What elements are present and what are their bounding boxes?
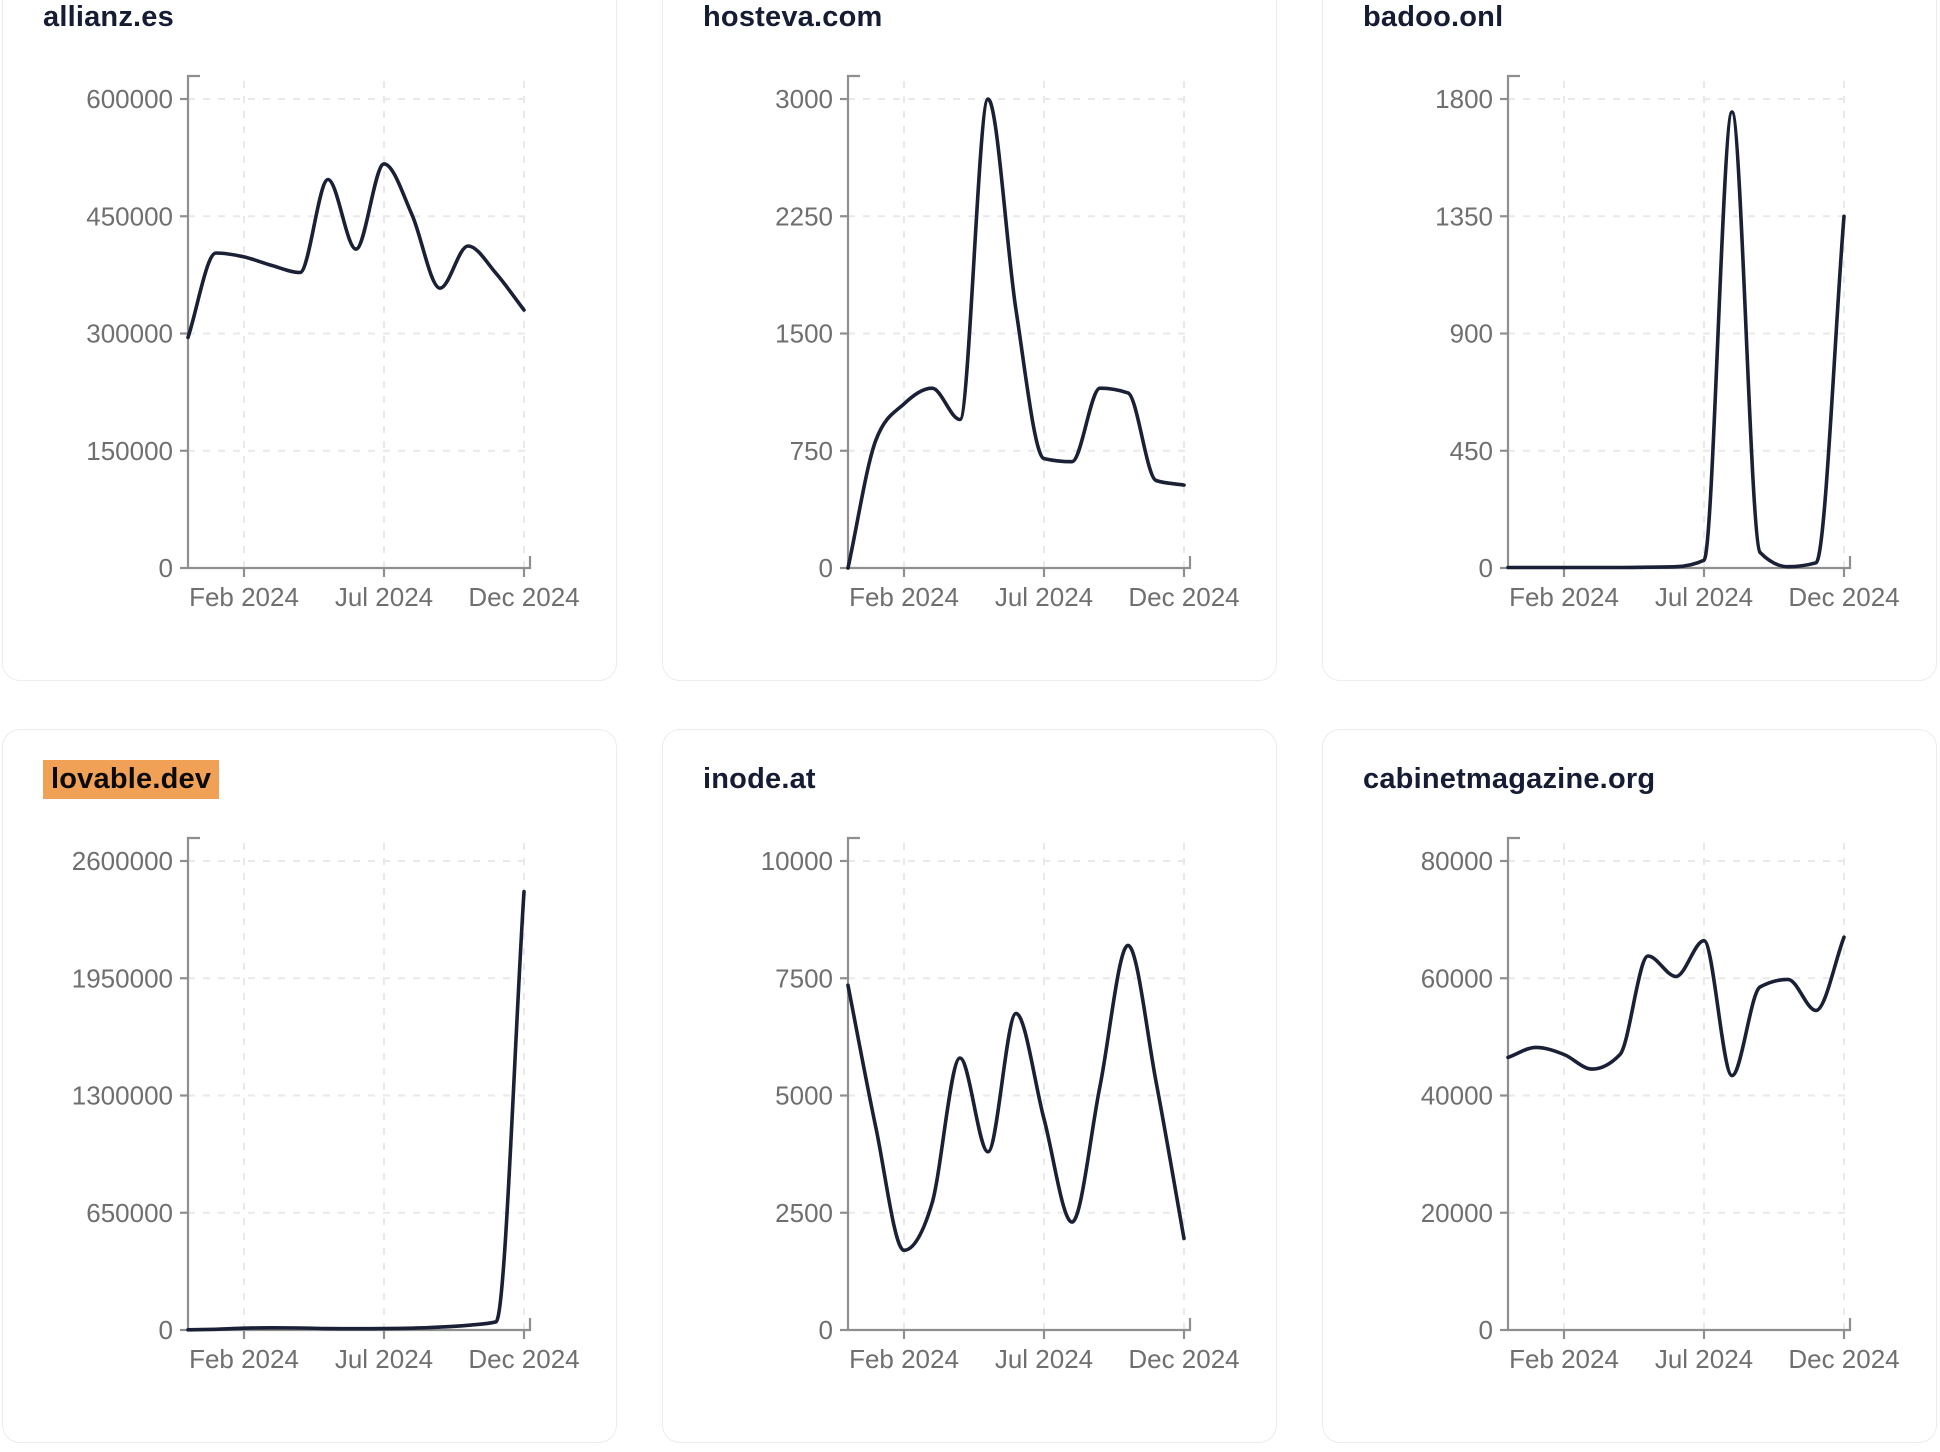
y-tick-label: 3000 xyxy=(775,84,833,114)
tick-labels: 3000 2250 1500 750 0 Feb 2024 Jul 2024 Dec 2024 xyxy=(775,84,1240,612)
highlighted-chart-title: lovable.dev xyxy=(43,760,220,799)
series-line xyxy=(186,889,526,1332)
chart-card: hosteva.com 3000 2250 1500 750 0 Feb 2024 Jul 2… xyxy=(662,0,1277,681)
chart-title: allianz.es xyxy=(43,1,174,33)
axis-domain xyxy=(1506,836,1852,1332)
y-tick-label: 0 xyxy=(819,553,833,583)
y-tick-label: 0 xyxy=(1479,1315,1493,1345)
chart-card: allianz.es 600000 450000 300000 150000 0 Feb 2… xyxy=(2,0,617,681)
x-tick-label: Feb 2024 xyxy=(1509,582,1619,612)
line-chart: 3000 2250 1500 750 0 Feb 2024 Jul 2024 Dec 2024 xyxy=(775,74,1240,612)
y-tick-label: 1800 xyxy=(1435,84,1493,114)
line-chart: 80000 60000 40000 20000 0 Feb 2024 Jul 2024 Dec… xyxy=(1421,836,1900,1374)
x-tick-label: Dec 2024 xyxy=(468,1344,579,1374)
x-tick-label: Feb 2024 xyxy=(849,582,959,612)
tick-labels: 600000 450000 300000 150000 0 Feb 2024 Jul 202… xyxy=(86,84,579,612)
chart-card: cabinetmagazine.org 80000 60000 40000 20000 0… xyxy=(1322,729,1937,1443)
chart-title: hosteva.com xyxy=(703,1,883,33)
tick-labels: 1800 1350 900 450 0 Feb 2024 Jul 2024 Dec 2024 xyxy=(1435,84,1900,612)
axes xyxy=(1500,74,1852,577)
y-tick-label: 150000 xyxy=(86,436,173,466)
y-tick-label: 650000 xyxy=(86,1198,173,1228)
y-tick-label: 450 xyxy=(1450,436,1493,466)
axis-domain xyxy=(846,836,1192,1332)
chart-title: inode.at xyxy=(703,763,816,795)
y-tick-label: 2600000 xyxy=(72,846,173,876)
y-tick-label: 0 xyxy=(159,1315,173,1345)
chart-title: lovable.dev xyxy=(43,760,616,799)
axes xyxy=(180,836,532,1339)
y-tick-label: 900 xyxy=(1450,319,1493,349)
x-tick-label: Jul 2024 xyxy=(335,582,433,612)
x-tick-label: Jul 2024 xyxy=(995,582,1093,612)
y-tick-label: 450000 xyxy=(86,201,173,231)
axis-domain xyxy=(186,836,532,1332)
gridlines xyxy=(848,76,1190,568)
axis-domain xyxy=(186,74,532,570)
tick-labels: 80000 60000 40000 20000 0 Feb 2024 Jul 2024 Dec… xyxy=(1421,846,1900,1374)
y-tick-label: 5000 xyxy=(775,1081,833,1111)
x-tick-label: Feb 2024 xyxy=(1509,1344,1619,1374)
y-tick-label: 1950000 xyxy=(72,963,173,993)
gridlines xyxy=(848,838,1190,1330)
chart-title: badoo.onl xyxy=(1363,1,1504,33)
x-tick-label: Jul 2024 xyxy=(1655,582,1753,612)
y-tick-label: 10000 xyxy=(761,846,833,876)
y-tick-label: 40000 xyxy=(1421,1081,1493,1111)
y-tick-label: 0 xyxy=(159,553,173,583)
chart-title: cabinetmagazine.org xyxy=(1363,763,1656,795)
x-tick-label: Dec 2024 xyxy=(1128,1344,1239,1374)
x-tick-label: Jul 2024 xyxy=(1655,1344,1753,1374)
y-tick-label: 600000 xyxy=(86,84,173,114)
y-tick-label: 80000 xyxy=(1421,846,1493,876)
gridlines xyxy=(188,76,530,568)
y-tick-label: 0 xyxy=(1479,553,1493,583)
y-tick-label: 1500 xyxy=(775,319,833,349)
y-tick-label: 1350 xyxy=(1435,201,1493,231)
line-chart: 600000 450000 300000 150000 0 Feb 2024 Jul 202… xyxy=(86,74,580,612)
y-tick-label: 0 xyxy=(819,1315,833,1345)
gridlines xyxy=(1508,838,1850,1330)
chart-card: lovable.dev 2600000 1950000 1300000 650000 0 F… xyxy=(2,729,617,1443)
tick-labels: 10000 7500 5000 2500 0 Feb 2024 Jul 2024 Dec 20… xyxy=(761,846,1240,1374)
line-chart: 1800 1350 900 450 0 Feb 2024 Jul 2024 Dec 2024 xyxy=(1435,74,1900,612)
series-line xyxy=(1506,935,1846,1078)
axes xyxy=(840,74,1192,577)
x-tick-label: Feb 2024 xyxy=(189,582,299,612)
tick-labels: 2600000 1950000 1300000 650000 0 Feb 2024 Jul … xyxy=(72,846,580,1374)
y-tick-label: 2250 xyxy=(775,201,833,231)
axes xyxy=(840,836,1192,1339)
chart-card: badoo.onl 1800 1350 900 450 0 Feb 2024 Jul 2024… xyxy=(1322,0,1937,681)
gridlines xyxy=(188,838,530,1330)
y-tick-label: 60000 xyxy=(1421,963,1493,993)
series-line xyxy=(846,943,1186,1253)
y-tick-label: 2500 xyxy=(775,1198,833,1228)
axes xyxy=(180,74,532,577)
y-tick-label: 300000 xyxy=(86,319,173,349)
x-tick-label: Jul 2024 xyxy=(335,1344,433,1374)
axis-domain xyxy=(1506,74,1852,570)
y-tick-label: 7500 xyxy=(775,963,833,993)
y-tick-label: 750 xyxy=(790,436,833,466)
x-tick-label: Dec 2024 xyxy=(1788,1344,1899,1374)
line-chart: 2600000 1950000 1300000 650000 0 Feb 2024 Jul … xyxy=(72,836,580,1374)
line-chart: 10000 7500 5000 2500 0 Feb 2024 Jul 2024 Dec 20… xyxy=(761,836,1240,1374)
chart-card: inode.at 10000 7500 5000 2500 0 Feb 2024 Jul 20… xyxy=(662,729,1277,1443)
series-line xyxy=(846,97,1186,570)
series-line xyxy=(1506,110,1846,570)
gridlines xyxy=(1508,76,1850,568)
y-tick-label: 1300000 xyxy=(72,1081,173,1111)
x-tick-label: Feb 2024 xyxy=(849,1344,959,1374)
x-tick-label: Dec 2024 xyxy=(1128,582,1239,612)
axes xyxy=(1500,836,1852,1339)
y-tick-label: 20000 xyxy=(1421,1198,1493,1228)
x-tick-label: Feb 2024 xyxy=(189,1344,299,1374)
x-tick-label: Jul 2024 xyxy=(995,1344,1093,1374)
x-tick-label: Dec 2024 xyxy=(468,582,579,612)
x-tick-label: Dec 2024 xyxy=(1788,582,1899,612)
series-line xyxy=(186,162,526,340)
